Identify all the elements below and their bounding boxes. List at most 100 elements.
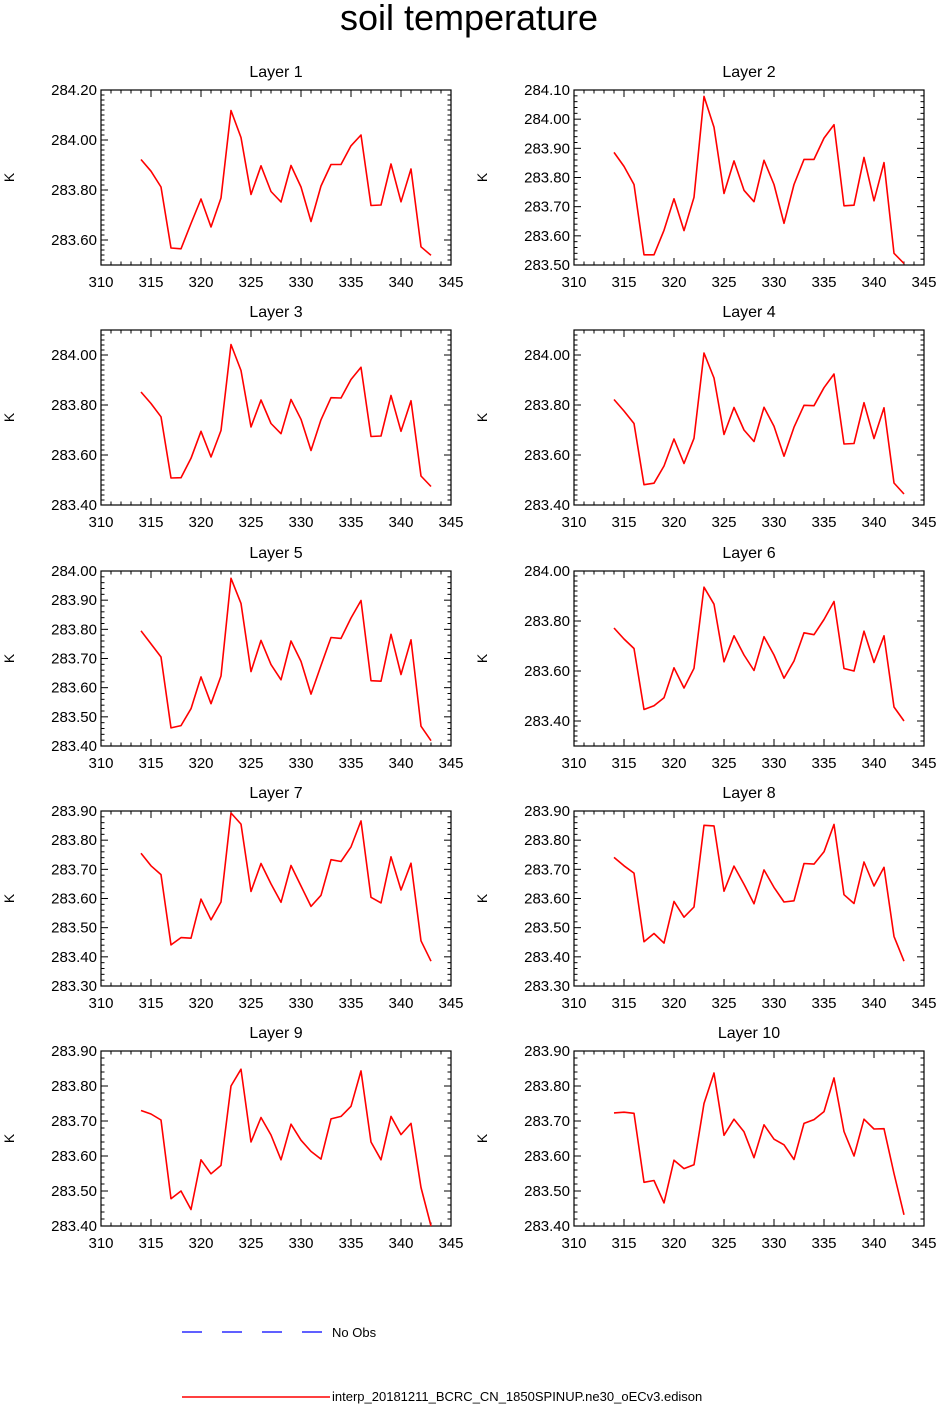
panel-layer-3: Layer 3 K 310 315 320 325 330 335 340 345 283.40 28… bbox=[1, 304, 464, 531]
y-tick-label: 284.00 bbox=[51, 347, 97, 364]
panel-layer-10: Layer 10 K 310 315 320 325 330 335 340 345 283.40 2… bbox=[474, 1025, 937, 1252]
x-tick-label: 325 bbox=[238, 514, 263, 531]
x-tick-label: 315 bbox=[611, 274, 636, 291]
x-tick-label: 335 bbox=[338, 995, 363, 1012]
y-tick-label: 283.80 bbox=[524, 613, 570, 630]
x-tick-label: 330 bbox=[288, 514, 313, 531]
y-axis-label: K bbox=[1, 893, 17, 903]
x-tick-label: 340 bbox=[388, 274, 413, 291]
x-tick-label: 320 bbox=[188, 995, 213, 1012]
plot-frame bbox=[573, 810, 925, 987]
x-tick-label: 320 bbox=[661, 1235, 686, 1252]
x-tick-label: 325 bbox=[238, 274, 263, 291]
y-tick-label: 283.60 bbox=[51, 1148, 97, 1165]
y-axis-label: K bbox=[474, 653, 490, 663]
y-axis-label: K bbox=[1, 653, 17, 663]
y-tick-label: 283.40 bbox=[51, 949, 97, 966]
y-tick-label: 284.10 bbox=[524, 82, 570, 99]
x-tick-label: 320 bbox=[661, 995, 686, 1012]
x-tick-label: 345 bbox=[911, 274, 936, 291]
x-tick-label: 340 bbox=[861, 1235, 886, 1252]
panel-title: Layer 4 bbox=[722, 304, 775, 321]
x-tick-label: 335 bbox=[338, 1235, 363, 1252]
panel-title: Layer 1 bbox=[249, 64, 302, 81]
plot-frame bbox=[100, 329, 452, 506]
x-tick-label: 340 bbox=[861, 995, 886, 1012]
x-tick-label: 325 bbox=[238, 995, 263, 1012]
x-tick-label: 335 bbox=[811, 274, 836, 291]
x-tick-label: 320 bbox=[188, 1235, 213, 1252]
x-tick-label: 330 bbox=[761, 995, 786, 1012]
y-tick-label: 283.60 bbox=[524, 447, 570, 464]
x-tick-label: 335 bbox=[338, 755, 363, 772]
x-tick-label: 345 bbox=[911, 514, 936, 531]
y-tick-label: 283.50 bbox=[524, 1183, 570, 1200]
y-tick-label: 284.00 bbox=[51, 563, 97, 580]
panel-title: Layer 6 bbox=[722, 545, 775, 562]
y-tick-label: 284.00 bbox=[51, 132, 97, 149]
panel-layer-4: Layer 4 K 310 315 320 325 330 335 340 345 283.40 28… bbox=[474, 304, 937, 531]
series-line bbox=[140, 812, 432, 962]
plot-frame bbox=[573, 89, 925, 266]
x-tick-label: 315 bbox=[138, 514, 163, 531]
panel-layer-8: Layer 8 K 310 315 320 325 330 335 340 345 283.30 28… bbox=[474, 785, 937, 1012]
x-tick-label: 340 bbox=[388, 995, 413, 1012]
plot-frame bbox=[100, 1050, 452, 1227]
series-line bbox=[140, 343, 432, 488]
y-tick-label: 283.80 bbox=[524, 832, 570, 849]
panel-title: Layer 5 bbox=[249, 545, 302, 562]
y-tick-label: 283.90 bbox=[524, 803, 570, 820]
legend-label-no-obs: No Obs bbox=[332, 1325, 377, 1340]
y-axis-label: K bbox=[1, 172, 17, 182]
panel-title: Layer 3 bbox=[249, 304, 302, 321]
plot-frame bbox=[100, 570, 452, 747]
x-tick-label: 345 bbox=[438, 514, 463, 531]
y-tick-label: 283.50 bbox=[51, 709, 97, 726]
x-tick-label: 320 bbox=[661, 755, 686, 772]
y-tick-label: 283.80 bbox=[51, 832, 97, 849]
y-tick-label: 283.70 bbox=[524, 1113, 570, 1130]
series-line bbox=[613, 823, 905, 962]
y-tick-label: 283.60 bbox=[524, 1148, 570, 1165]
x-tick-label: 310 bbox=[561, 514, 586, 531]
panel-layer-2: Layer 2 K 310 315 320 325 330 335 340 345 283.50 28… bbox=[474, 64, 937, 291]
x-tick-label: 315 bbox=[138, 995, 163, 1012]
series-line bbox=[140, 1068, 432, 1227]
y-tick-label: 283.40 bbox=[524, 949, 570, 966]
y-axis-label: K bbox=[1, 412, 17, 422]
x-tick-label: 310 bbox=[88, 995, 113, 1012]
x-tick-label: 315 bbox=[611, 995, 636, 1012]
y-tick-label: 284.20 bbox=[51, 82, 97, 99]
plot-frame bbox=[573, 329, 925, 506]
panel-layer-7: Layer 7 K 310 315 320 325 330 335 340 345 283.30 28… bbox=[1, 785, 464, 1012]
legend-swatch-no-obs bbox=[182, 1331, 330, 1333]
x-tick-label: 320 bbox=[661, 514, 686, 531]
x-tick-label: 340 bbox=[388, 514, 413, 531]
x-tick-label: 320 bbox=[188, 514, 213, 531]
panel-title: Layer 10 bbox=[718, 1025, 780, 1042]
x-tick-label: 345 bbox=[438, 274, 463, 291]
y-tick-label: 283.50 bbox=[51, 920, 97, 937]
plot-frame bbox=[100, 810, 452, 987]
series-line bbox=[613, 95, 905, 265]
y-tick-label: 283.80 bbox=[51, 182, 97, 199]
y-tick-label: 283.80 bbox=[51, 621, 97, 638]
x-tick-label: 325 bbox=[711, 995, 736, 1012]
y-axis-label: K bbox=[474, 172, 490, 182]
y-tick-label: 283.80 bbox=[524, 1078, 570, 1095]
x-tick-label: 345 bbox=[438, 755, 463, 772]
page-title: soil temperature bbox=[339, 0, 599, 38]
y-axis-label: K bbox=[474, 893, 490, 903]
panel-layer-9: Layer 9 K 310 315 320 325 330 335 340 345 283.40 28… bbox=[1, 1025, 464, 1252]
x-tick-label: 335 bbox=[811, 995, 836, 1012]
x-tick-label: 315 bbox=[138, 274, 163, 291]
x-tick-label: 315 bbox=[611, 755, 636, 772]
x-tick-label: 340 bbox=[861, 755, 886, 772]
x-tick-label: 320 bbox=[661, 274, 686, 291]
x-tick-label: 325 bbox=[238, 1235, 263, 1252]
plot-frame bbox=[100, 89, 452, 266]
y-tick-label: 283.80 bbox=[524, 170, 570, 187]
series-line bbox=[613, 586, 905, 722]
x-tick-label: 320 bbox=[188, 274, 213, 291]
series-line bbox=[613, 1072, 905, 1215]
